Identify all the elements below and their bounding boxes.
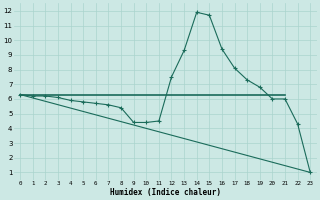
X-axis label: Humidex (Indice chaleur): Humidex (Indice chaleur) <box>110 188 221 197</box>
